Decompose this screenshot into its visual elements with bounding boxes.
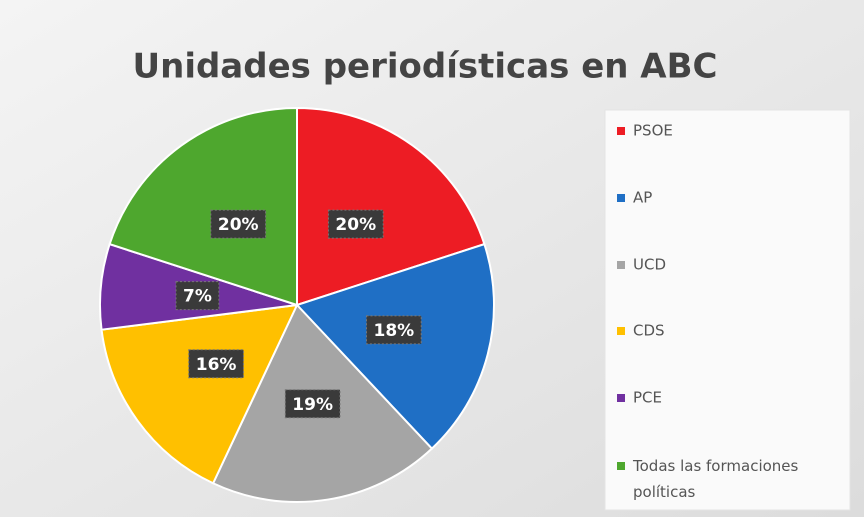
data-label-group: 20% — [327, 209, 384, 239]
data-label: 18% — [374, 321, 415, 341]
legend-label-line: políticas — [633, 483, 696, 501]
data-label: 19% — [292, 395, 333, 415]
legend-swatch — [617, 394, 625, 402]
data-label-group: 19% — [284, 389, 341, 419]
legend-swatch — [617, 127, 625, 135]
legend-swatch — [617, 462, 625, 470]
data-label-box — [327, 209, 384, 239]
legend-label: UCD — [633, 256, 666, 274]
data-label: 20% — [335, 215, 376, 235]
data-label: 16% — [196, 355, 237, 375]
legend-label: CDS — [633, 322, 665, 340]
pie-slice — [100, 303, 299, 485]
data-label-box — [188, 349, 244, 379]
chart-title: Unidades periodísticas en ABC — [133, 47, 718, 87]
legend-label: PCE — [633, 389, 662, 407]
data-label: 20% — [218, 215, 259, 235]
data-label: 7% — [183, 287, 212, 307]
legend-label: PSOE — [633, 122, 673, 140]
legend-label: AP — [633, 189, 652, 207]
pie-slice — [296, 106, 486, 307]
data-label-group: 18% — [366, 315, 422, 345]
data-label-group: 20% — [210, 209, 267, 239]
data-label-box — [366, 315, 422, 345]
legend-swatch — [617, 194, 625, 202]
pie-slice — [108, 106, 298, 307]
legend-label: Todas las formaciones políticas — [632, 457, 799, 501]
data-label-box — [175, 281, 220, 311]
data-label-group: 7% — [175, 281, 220, 311]
legend-box — [604, 109, 851, 511]
legend-swatch — [617, 261, 625, 269]
data-label-box — [284, 389, 341, 419]
legend-label-line: Todas las formaciones — [632, 457, 799, 475]
legend-swatch — [617, 327, 625, 335]
data-label-box — [210, 209, 267, 239]
pie-slice — [295, 242, 495, 451]
data-label-group: 16% — [188, 349, 244, 379]
